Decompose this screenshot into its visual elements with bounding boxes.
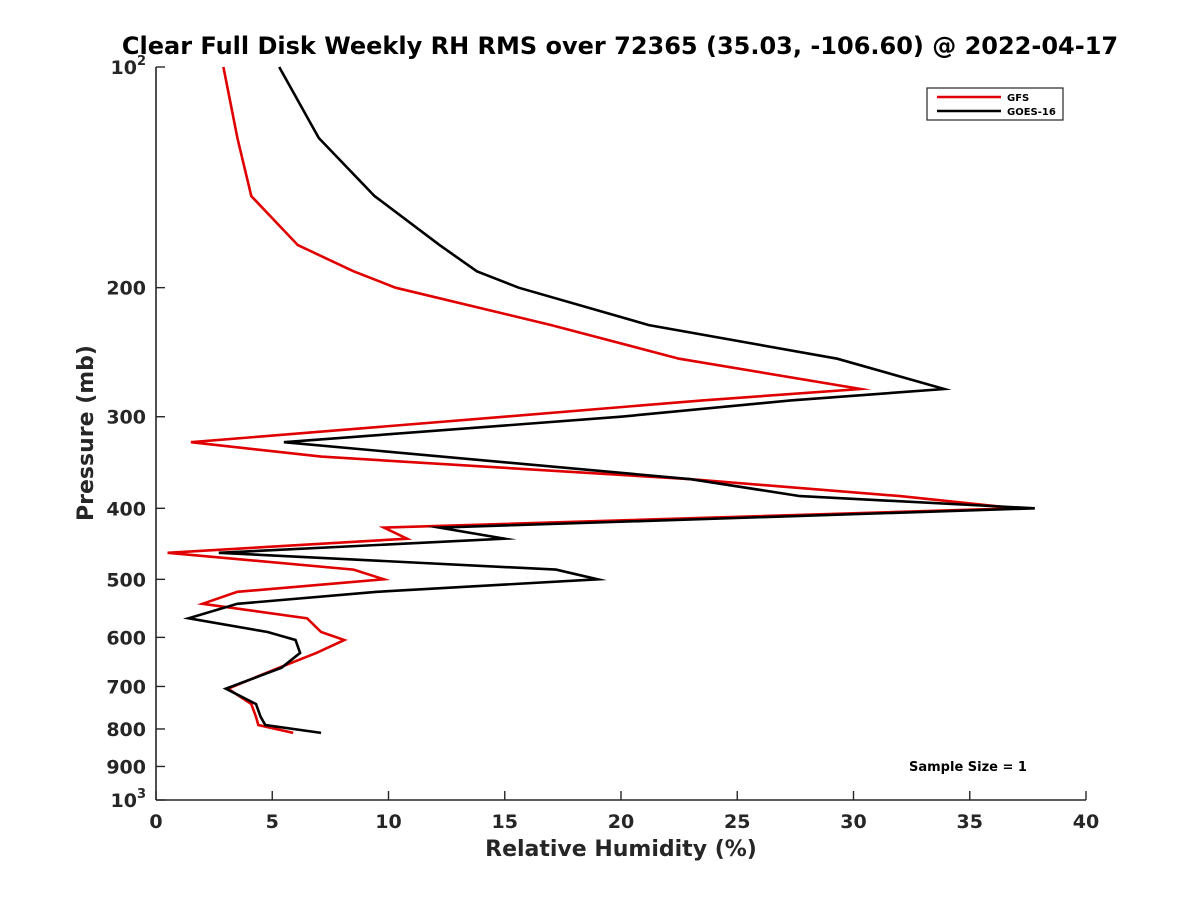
y-tick-label: 103 bbox=[111, 787, 147, 812]
y-axis-label: Pressure (mb) bbox=[74, 345, 99, 521]
y-axis-ticks: 102 200 300 400 500 600 700 800 900 103 bbox=[106, 54, 165, 812]
x-tick-label: 0 bbox=[149, 811, 162, 833]
y-tick-label: 500 bbox=[106, 569, 146, 591]
legend-entry-label: GOES-16 bbox=[1007, 107, 1056, 118]
legend-entry-label: GFS bbox=[1007, 93, 1029, 104]
x-tick-label: 15 bbox=[492, 811, 518, 833]
series-line-goes-16 bbox=[182, 66, 1035, 735]
x-tick-label: 40 bbox=[1073, 811, 1099, 833]
legend: GFS GOES-16 bbox=[926, 87, 1064, 121]
chart-title: Clear Full Disk Weekly RH RMS over 72365… bbox=[122, 32, 1118, 60]
legend-box bbox=[926, 87, 1064, 121]
x-tick-label: 30 bbox=[840, 811, 866, 833]
x-tick-label: 25 bbox=[724, 811, 750, 833]
series-layer bbox=[167, 66, 1035, 735]
y-tick-label: 300 bbox=[106, 407, 146, 429]
y-tick-label: 700 bbox=[106, 676, 146, 698]
y-tick-label: 102 bbox=[111, 54, 147, 79]
x-tick-label: 35 bbox=[957, 811, 983, 833]
x-tick-label: 10 bbox=[375, 811, 401, 833]
x-tick-label: 5 bbox=[266, 811, 279, 833]
y-tick-label: 800 bbox=[106, 719, 146, 741]
y-tick-label: 900 bbox=[106, 756, 146, 778]
x-axis-ticks: 0 5 10 15 20 25 30 35 40 bbox=[149, 791, 1099, 833]
x-tick-label: 20 bbox=[608, 811, 634, 833]
y-tick-label: 400 bbox=[106, 498, 146, 520]
y-tick-label: 200 bbox=[106, 278, 146, 300]
y-tick-label: 600 bbox=[106, 627, 146, 649]
x-axis-label: Relative Humidity (%) bbox=[485, 837, 757, 862]
sample-size-annotation: Sample Size = 1 bbox=[909, 760, 1027, 775]
